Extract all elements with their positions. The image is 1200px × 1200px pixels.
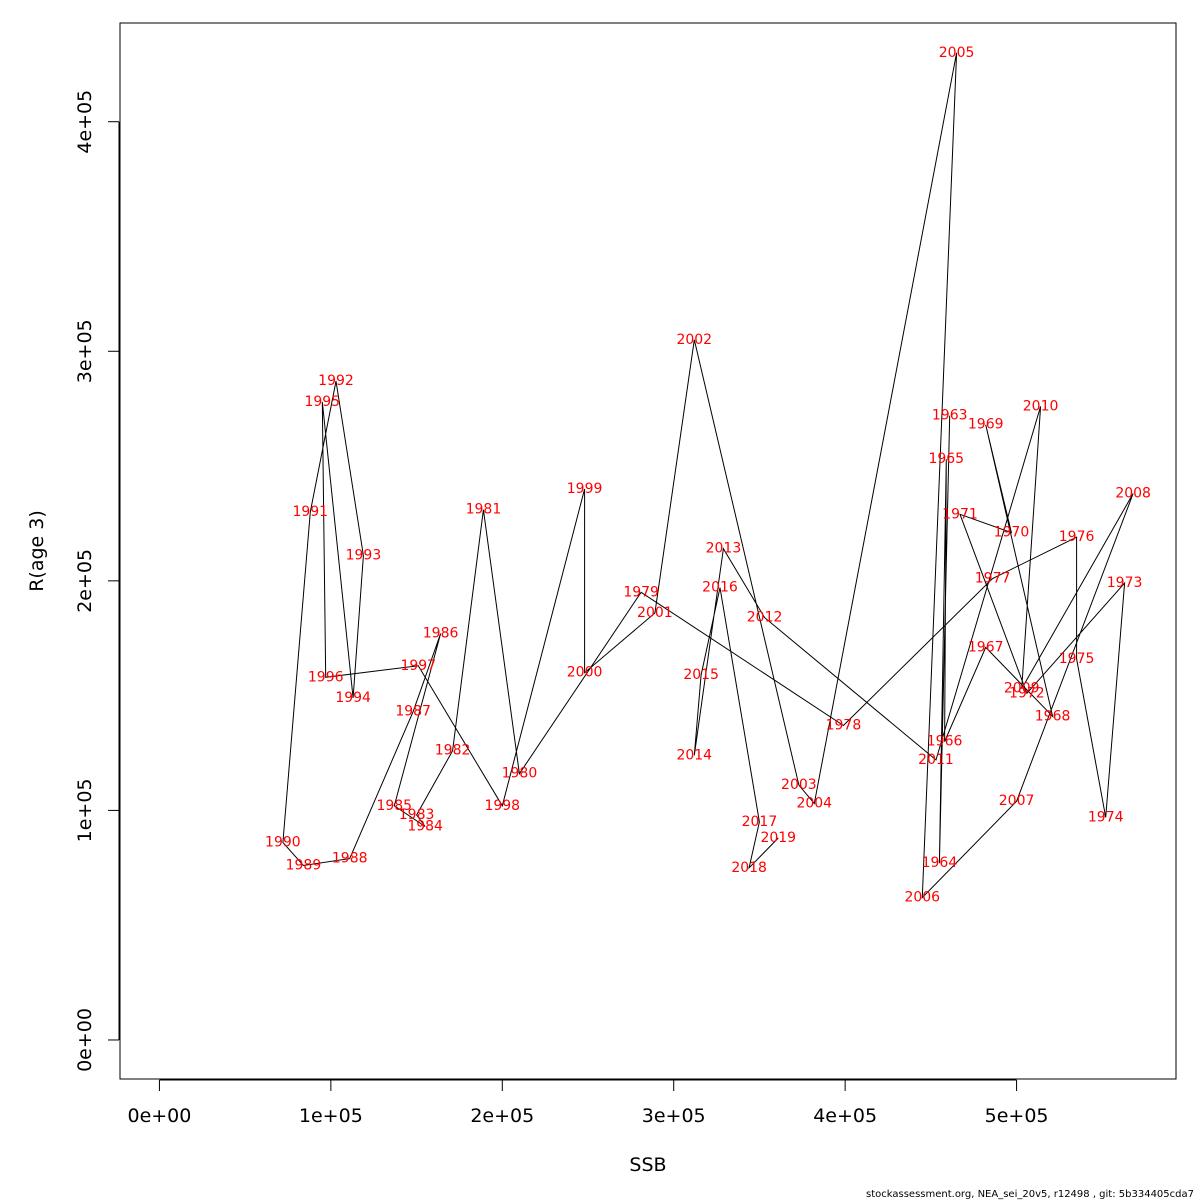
point-label-1982: 1982 [435, 743, 471, 759]
point-label-1998: 1998 [484, 798, 520, 814]
point-labels: 1963 1964 1965 1966 1967 1968 1969 1970 1971 1972… [265, 45, 1151, 906]
point-label-1970: 1970 [994, 525, 1030, 541]
point-label-1963: 1963 [932, 408, 968, 424]
point-label-1989: 1989 [286, 858, 322, 874]
point-label-1973: 1973 [1107, 575, 1143, 591]
point-label-1977: 1977 [975, 571, 1011, 587]
point-label-2016: 2016 [702, 580, 738, 596]
point-label-1991: 1991 [292, 504, 328, 520]
x-axis-label: SSB [629, 1154, 666, 1176]
point-label-1995: 1995 [304, 394, 340, 410]
plot-box [119, 22, 1177, 1080]
x-axis: 0e+00 1e+05 2e+05 3e+05 4e+05 5e+05 [127, 1079, 1049, 1127]
point-label-2013: 2013 [706, 541, 742, 557]
point-label-1983: 1983 [399, 807, 435, 823]
y-tick-label: 3e+05 [74, 319, 96, 383]
point-label-2003: 2003 [781, 777, 817, 793]
point-label-1994: 1994 [335, 690, 371, 706]
y-tick-label: 0e+00 [74, 1008, 96, 1072]
point-label-1971: 1971 [942, 506, 978, 522]
point-label-2007: 2007 [999, 793, 1035, 809]
point-label-2019: 2019 [760, 830, 796, 846]
point-label-1966: 1966 [927, 734, 963, 750]
point-label-1984: 1984 [407, 818, 443, 834]
point-label-1974: 1974 [1088, 809, 1124, 825]
point-label-1969: 1969 [968, 417, 1004, 433]
point-label-1988: 1988 [332, 851, 368, 867]
x-tick-label: 1e+05 [299, 1105, 363, 1127]
point-label-2017: 2017 [742, 814, 778, 830]
point-label-1975: 1975 [1059, 651, 1095, 667]
point-label-1997: 1997 [400, 658, 436, 674]
point-label-1976: 1976 [1059, 529, 1095, 545]
point-label-2004: 2004 [796, 796, 832, 812]
x-tick-label: 5e+05 [985, 1105, 1049, 1127]
footer-text: stockassessment.org, NEA_sei_20v5, r1249… [866, 1189, 1194, 1200]
point-label-2011: 2011 [918, 752, 954, 768]
point-label-2015: 2015 [683, 667, 719, 683]
series-line [282, 52, 1134, 899]
point-label-1996: 1996 [308, 669, 344, 685]
point-label-1964: 1964 [922, 855, 958, 871]
point-label-2000: 2000 [567, 665, 603, 681]
point-label-1987: 1987 [395, 704, 431, 720]
point-label-2002: 2002 [676, 332, 712, 348]
point-label-1972: 1972 [1009, 685, 1045, 701]
x-tick-label: 0e+00 [127, 1105, 191, 1127]
point-label-1980: 1980 [502, 766, 538, 782]
point-label-2008: 2008 [1115, 486, 1151, 502]
point-label-1978: 1978 [826, 717, 862, 733]
point-label-1981: 1981 [466, 502, 502, 518]
point-label-1993: 1993 [346, 548, 382, 564]
y-tick-label: 2e+05 [74, 549, 96, 613]
point-label-1967: 1967 [968, 639, 1004, 655]
point-label-2012: 2012 [747, 610, 783, 626]
y-tick-label: 1e+05 [74, 778, 96, 842]
point-label-2010: 2010 [1023, 398, 1059, 414]
point-label-2005: 2005 [939, 45, 975, 61]
point-label-1985: 1985 [376, 798, 412, 814]
point-label-1968: 1968 [1035, 708, 1071, 724]
y-axis: 0e+00 1e+05 2e+05 3e+05 4e+05 [74, 90, 120, 1072]
point-label-1979: 1979 [623, 584, 659, 600]
point-label-1965: 1965 [928, 451, 964, 467]
point-label-1986: 1986 [423, 626, 459, 642]
point-label-2001: 2001 [637, 605, 673, 621]
point-label-2018: 2018 [731, 860, 767, 876]
y-axis-label: R(age 3) [26, 510, 48, 592]
point-label-2009: 2009 [1004, 681, 1040, 697]
point-label-1999: 1999 [567, 481, 603, 497]
x-tick-label: 2e+05 [470, 1105, 534, 1127]
point-label-2006: 2006 [904, 890, 940, 906]
point-label-2014: 2014 [676, 747, 712, 763]
point-label-1990: 1990 [265, 835, 301, 851]
x-tick-label: 3e+05 [642, 1105, 706, 1127]
point-label-1992: 1992 [318, 373, 354, 389]
y-tick-label: 4e+05 [74, 90, 96, 154]
x-tick-label: 4e+05 [813, 1105, 877, 1127]
